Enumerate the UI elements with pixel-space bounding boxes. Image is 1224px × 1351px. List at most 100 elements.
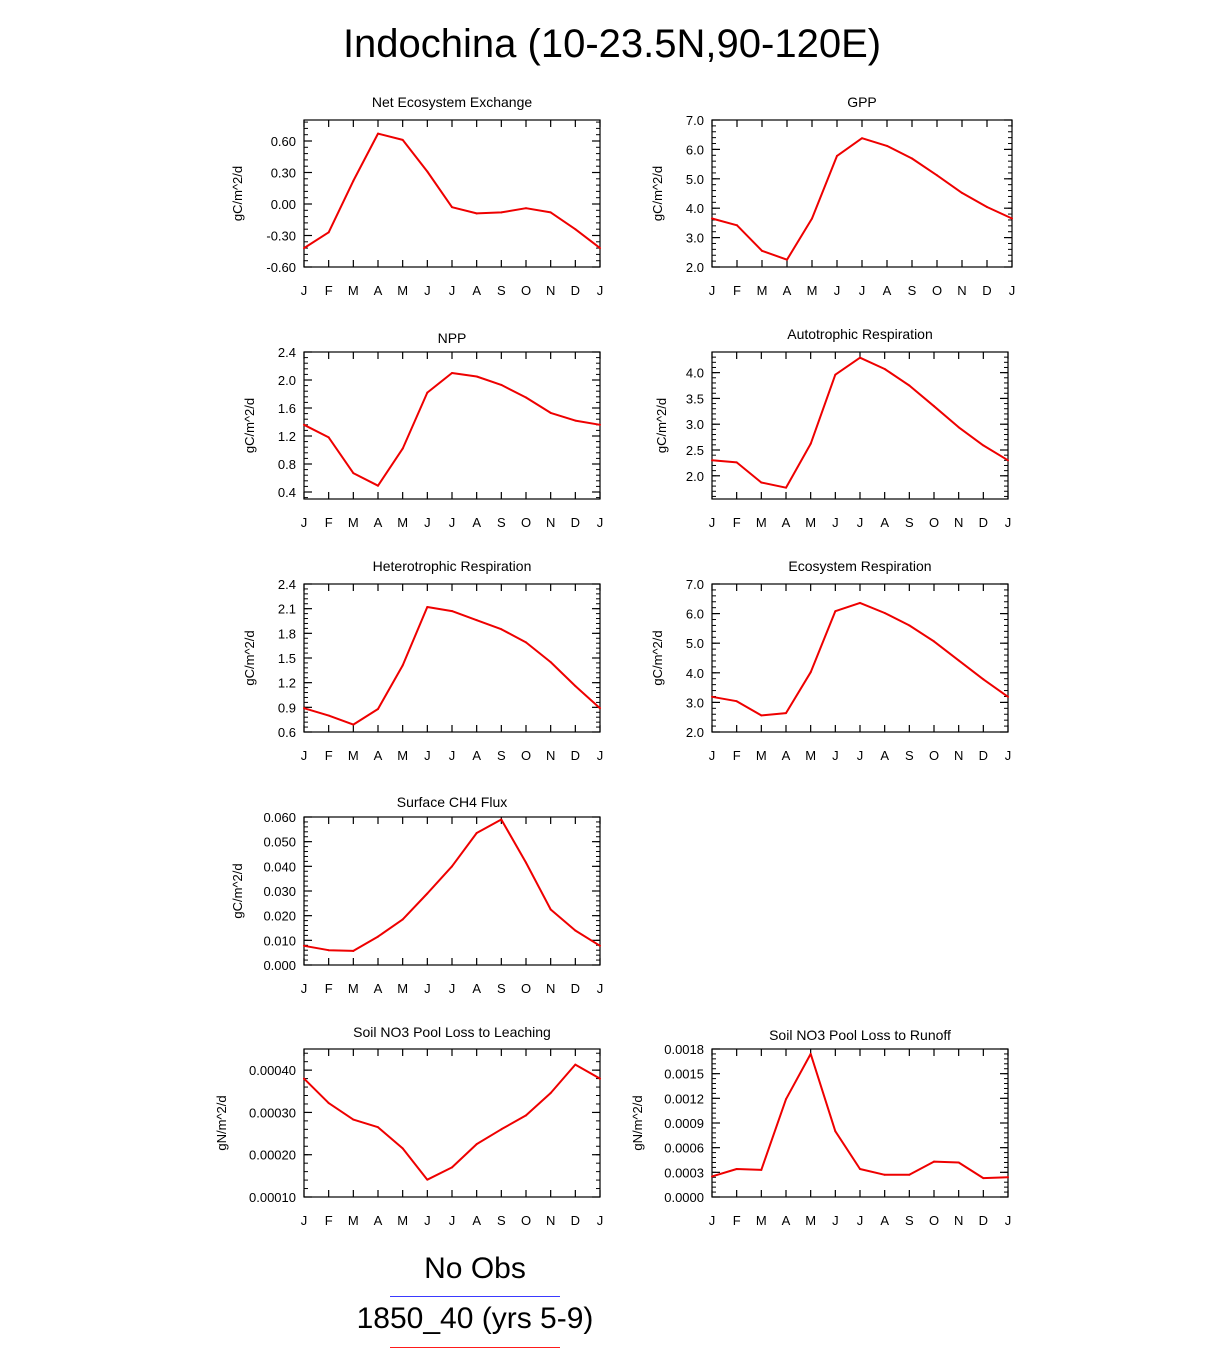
data-point xyxy=(933,1160,935,1163)
data-point xyxy=(377,707,379,710)
data-point xyxy=(711,695,713,698)
data-point xyxy=(599,944,601,947)
data-point xyxy=(525,1114,527,1117)
data-point xyxy=(859,356,861,359)
x-tick-label: J xyxy=(832,748,839,763)
chart-title: GPP xyxy=(847,94,877,110)
data-point xyxy=(1007,459,1009,462)
y-axis-label: gC/m^2/d xyxy=(654,398,669,453)
data-point xyxy=(760,481,763,484)
data-point xyxy=(500,1128,503,1131)
data-point xyxy=(736,224,738,227)
x-tick-label: N xyxy=(957,283,966,298)
y-tick-label: 3.0 xyxy=(686,695,704,710)
y-tick-label: 0.60 xyxy=(271,134,296,149)
legend-line-model xyxy=(390,1347,560,1348)
chart-title: Surface CH4 Flux xyxy=(397,794,507,810)
data-point xyxy=(908,1173,911,1176)
chart-title: Net Ecosystem Exchange xyxy=(372,94,533,110)
data-point xyxy=(426,1178,429,1181)
y-axis-label: gN/m^2/d xyxy=(214,1095,229,1150)
y-tick-label: 7.0 xyxy=(686,577,704,592)
data-point xyxy=(735,700,738,703)
x-tick-label: M xyxy=(348,283,359,298)
x-tick-label: M xyxy=(756,748,767,763)
x-tick-label: D xyxy=(982,283,991,298)
data-point xyxy=(426,606,429,609)
y-tick-label: 1.5 xyxy=(278,651,296,666)
x-tick-label: A xyxy=(374,1213,383,1228)
y-tick-label: 7.0 xyxy=(686,113,704,128)
data-point xyxy=(377,484,379,487)
y-tick-label: 2.0 xyxy=(686,469,704,484)
x-tick-label: J xyxy=(449,981,456,996)
x-tick-label: J xyxy=(597,515,604,530)
x-tick-label: J xyxy=(709,515,716,530)
x-tick-label: N xyxy=(546,515,555,530)
data-point xyxy=(883,368,886,371)
x-tick-label: O xyxy=(929,515,939,530)
data-point xyxy=(525,396,527,399)
chart-panel-surface-ch4-flux: Surface CH4 Flux gC/m^2/d J F M A M J J A S O N D J 0.0… xyxy=(194,787,620,1010)
x-tick-label: F xyxy=(325,283,333,298)
x-tick-label: N xyxy=(546,1213,555,1228)
x-tick-label: N xyxy=(546,748,555,763)
x-tick-label: N xyxy=(954,515,963,530)
x-tick-label: M xyxy=(397,748,408,763)
data-point xyxy=(574,684,577,687)
data-point xyxy=(426,892,429,895)
y-tick-label: -0.30 xyxy=(266,229,296,244)
data-point xyxy=(401,1147,404,1150)
data-point xyxy=(711,1175,713,1178)
x-tick-label: A xyxy=(782,1213,791,1228)
data-point xyxy=(401,138,404,141)
y-tick-label: 0.00040 xyxy=(249,1063,296,1078)
x-tick-label: J xyxy=(301,1213,308,1228)
series-line xyxy=(303,132,601,249)
x-tick-label: D xyxy=(571,283,580,298)
x-tick-label: D xyxy=(979,1213,988,1228)
x-tick-label: J xyxy=(709,748,716,763)
y-tick-label: 6.0 xyxy=(686,142,704,157)
y-tick-label: 3.0 xyxy=(686,231,704,246)
data-point xyxy=(834,373,837,376)
x-tick-label: D xyxy=(571,515,580,530)
x-tick-label: M xyxy=(805,1213,816,1228)
y-tick-label: 0.00020 xyxy=(249,1148,296,1163)
legend-label-model: 1850_40 (yrs 5-9) xyxy=(356,1302,594,1335)
x-tick-label: A xyxy=(883,283,892,298)
x-tick-label: O xyxy=(929,748,939,763)
y-axis-label: gC/m^2/d xyxy=(230,863,245,918)
x-tick-label: J xyxy=(597,981,604,996)
data-point xyxy=(761,249,763,252)
x-tick-label: J xyxy=(449,515,456,530)
y-tick-label: 0.00030 xyxy=(249,1105,296,1120)
x-tick-label: J xyxy=(424,748,431,763)
y-axis-label: gC/m^2/d xyxy=(650,630,665,685)
data-point xyxy=(525,207,527,210)
y-axis-label: gC/m^2/d xyxy=(242,398,257,453)
data-point xyxy=(327,949,330,952)
y-tick-label: 2.4 xyxy=(278,577,296,592)
chart-panel-heterotrophic-respiration: Heterotrophic Respiration gC/m^2/d J F M A M J J… xyxy=(194,554,620,777)
x-tick-label: N xyxy=(546,981,555,996)
data-point xyxy=(711,459,713,462)
y-axis-label: gN/m^2/d xyxy=(630,1095,645,1150)
plot-frame xyxy=(711,1048,1009,1198)
x-tick-label: N xyxy=(546,283,555,298)
y-tick-label: 0.0009 xyxy=(664,1116,704,1131)
data-point xyxy=(711,217,713,220)
x-tick-label: D xyxy=(571,1213,580,1228)
data-point xyxy=(475,619,478,622)
y-tick-label: 0.6 xyxy=(278,725,296,740)
x-tick-label: A xyxy=(472,981,481,996)
data-point xyxy=(760,1168,763,1171)
x-tick-label: F xyxy=(325,515,333,530)
data-point xyxy=(327,714,330,717)
data-point xyxy=(401,664,404,667)
plot-frame xyxy=(303,583,601,733)
data-point xyxy=(599,247,601,250)
x-tick-label: M xyxy=(348,515,359,530)
data-point xyxy=(327,436,330,439)
x-tick-label: S xyxy=(908,283,917,298)
